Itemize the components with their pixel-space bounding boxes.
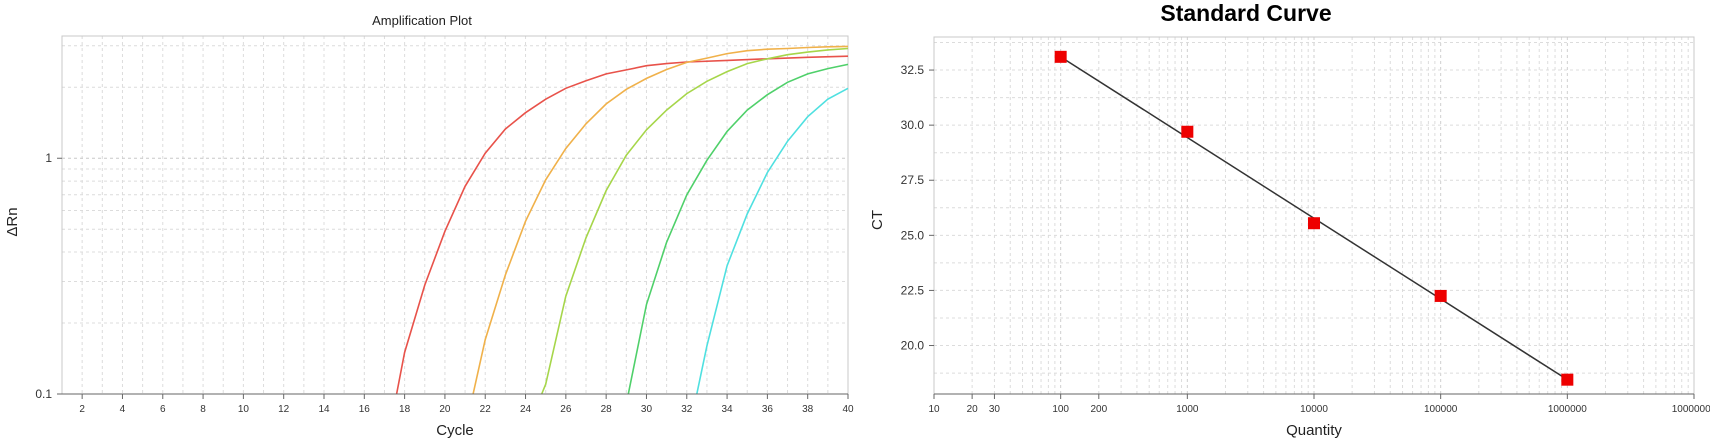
amp-x-tick-label: 18: [399, 404, 411, 415]
amp-x-tick-label: 6: [160, 404, 166, 415]
std-data-point: [1434, 289, 1447, 302]
amp-x-tick-label: 38: [802, 404, 814, 415]
amp-y-axis-label: ΔRn: [4, 207, 21, 236]
std-grid: [933, 37, 1694, 394]
amp-x-tick-label: 10: [238, 404, 250, 415]
standard-curve: Standard Curve 10 20 30 100 200 1000 10000 1000…: [869, 0, 1710, 439]
amp-x-tick-label: 8: [200, 404, 206, 415]
amp-series: [395, 45, 849, 395]
amp-x-tick-label: 36: [762, 404, 774, 415]
amp-x-tick-label: 32: [681, 404, 693, 415]
amp-y-tick-label: 0.1: [35, 387, 52, 401]
std-data-point: [1308, 217, 1320, 230]
std-data-point: [1054, 50, 1067, 63]
amp-series-line-1: [395, 55, 849, 395]
std-y-tick-label: 22.5: [901, 283, 925, 297]
amp-y-tick-label: 1: [45, 151, 52, 165]
std-y-tick-label: 32.5: [901, 63, 925, 77]
std-x-tick-label: 100: [1052, 404, 1069, 415]
amplification-plot-title: Amplification Plot: [372, 13, 472, 28]
amp-x-tick-label: 28: [601, 404, 613, 415]
std-data-point: [1561, 373, 1574, 386]
std-y-tick-label: 30.0: [901, 118, 925, 132]
amp-x-tick-label: 4: [120, 404, 126, 415]
amp-x-tick-label: 30: [641, 404, 653, 415]
amp-series-line-4: [627, 63, 849, 395]
amp-x-tick-label: 14: [318, 404, 330, 415]
standard-curve-title: Standard Curve: [1160, 0, 1331, 26]
std-y-ticks: 20.0 22.5 25.0 27.5 30.0 32.5: [901, 63, 934, 353]
amp-series-line-5: [696, 87, 849, 395]
amp-x-tick-label: 34: [722, 404, 734, 415]
std-y-tick-label: 20.0: [901, 339, 925, 353]
std-x-tick-label: 200: [1090, 404, 1107, 415]
std-x-tick-label: 20: [967, 404, 979, 415]
amp-x-tick-label: 24: [520, 404, 532, 415]
amplification-plot: Amplification Plot 2 4 6 8 10 12 14 16 18 20 22 24 2…: [4, 13, 854, 439]
std-x-tick-label: 10000000: [1672, 404, 1710, 415]
std-points: [1054, 50, 1574, 386]
amp-x-tick-label: 22: [480, 404, 492, 415]
amp-x-ticks: 2 4 6 8 10 12 14 16 18 20 22 24 26 28 30 32 34 36 38 40: [79, 394, 854, 415]
amp-series-line-3: [540, 47, 849, 395]
amp-x-tick-label: 16: [359, 404, 371, 415]
amp-x-tick-label: 2: [79, 404, 85, 415]
std-y-tick-label: 25.0: [901, 228, 925, 242]
std-y-axis-label: CT: [869, 210, 886, 230]
amp-x-tick-label: 20: [439, 404, 451, 415]
amp-x-tick-label: 26: [560, 404, 572, 415]
std-x-ticks: 10 20 30 100 200 1000 10000 100000 1000000 100000…: [928, 394, 1710, 415]
std-x-tick-label: 1000: [1176, 404, 1199, 415]
amp-x-tick-label: 12: [278, 404, 290, 415]
std-y-tick-label: 27.5: [901, 173, 925, 187]
amp-x-axis-label: Cycle: [436, 422, 474, 439]
amp-plot-frame: [61, 35, 849, 395]
amp-y-ticks: 0.11: [35, 151, 62, 401]
std-x-tick-label: 10000: [1300, 404, 1328, 415]
amp-grid: [62, 36, 849, 395]
std-x-tick-label: 10: [928, 404, 940, 415]
std-data-point: [1181, 125, 1194, 138]
amp-x-tick-label: 40: [842, 404, 854, 415]
std-x-tick-label: 1000000: [1548, 404, 1587, 415]
amp-series-line-2: [472, 45, 849, 395]
std-x-axis-label: Quantity: [1286, 422, 1342, 439]
std-x-tick-label: 30: [989, 404, 1001, 415]
std-x-tick-label: 100000: [1424, 404, 1458, 415]
std-plot-frame: [933, 36, 1695, 395]
